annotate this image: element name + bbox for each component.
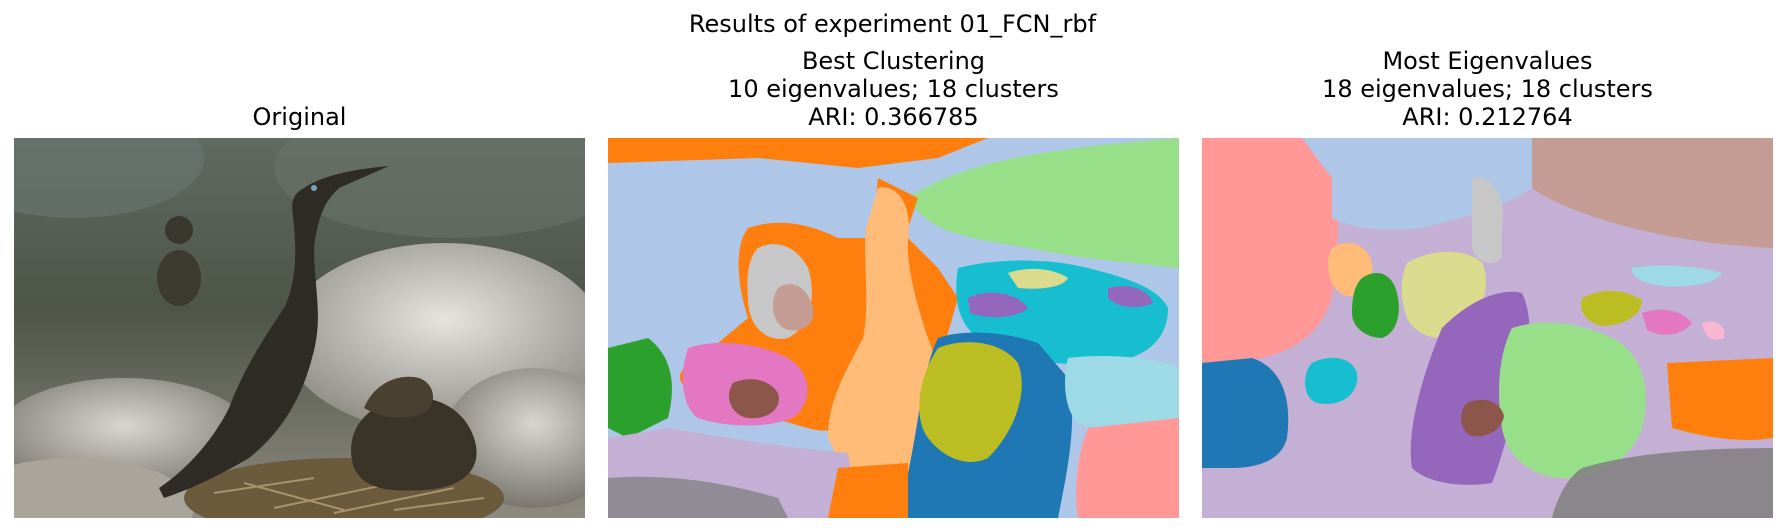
original-photo-svg	[14, 138, 585, 518]
segment-purple	[968, 292, 1028, 318]
background-bird	[157, 250, 201, 306]
crouching-cormorant	[351, 397, 477, 491]
segment-pink	[1642, 309, 1692, 335]
segment-green	[608, 338, 672, 438]
rock	[444, 368, 585, 508]
panel-title-line: 10 eigenvalues; 18 clusters	[728, 75, 1059, 103]
segment-olive	[1581, 290, 1642, 326]
segment-purple	[1410, 291, 1530, 485]
segment-brown	[728, 379, 779, 419]
segment-orange	[1667, 358, 1773, 440]
segment-light-green	[1499, 322, 1646, 478]
segment-light-red	[1076, 418, 1179, 518]
best-clustering-svg	[608, 138, 1179, 518]
panel-title-line: Best Clustering	[801, 47, 986, 75]
segment-light-pink	[1702, 321, 1725, 340]
segment-brown	[1460, 399, 1504, 437]
main-cormorant	[159, 166, 389, 498]
segment-light-red	[1202, 138, 1338, 363]
panel-title-line: Original	[252, 103, 347, 131]
segment-blue	[1202, 358, 1289, 468]
most-eigenvalues-svg	[1202, 138, 1773, 518]
panel-title-line: ARI: 0.366785	[808, 103, 979, 131]
segment-orange	[608, 138, 988, 168]
segment-khaki	[1008, 268, 1068, 289]
segment-light-cyan	[1065, 356, 1179, 434]
best-clustering-image	[608, 138, 1179, 518]
panel-title-line: 18 eigenvalues; 18 clusters	[1322, 75, 1653, 103]
segment-gray	[1552, 448, 1773, 518]
segment-green	[1352, 273, 1399, 338]
panel-title-most-eigenvalues: Most Eigenvalues 18 eigenvalues; 18 clus…	[1202, 47, 1773, 131]
segment-cyan	[1305, 357, 1358, 404]
panel-title-best-clustering: Best Clustering 10 eigenvalues; 18 clust…	[608, 47, 1179, 131]
original-image	[14, 138, 585, 518]
segment-light-cyan	[1632, 265, 1722, 287]
panel-title-line: ARI: 0.212764	[1402, 103, 1573, 131]
panel-title-line: Most Eigenvalues	[1382, 47, 1593, 75]
most-eigenvalues-image	[1202, 138, 1773, 518]
segment-gray	[608, 476, 788, 518]
figure-suptitle: Results of experiment 01_FCN_rbf	[688, 10, 1097, 38]
segment-olive	[919, 342, 1022, 462]
segment-light-green	[908, 138, 1179, 268]
segment-light-gray	[1472, 177, 1503, 264]
panel-title-original: Original	[14, 103, 585, 131]
segment-rosy-brown	[1532, 138, 1773, 248]
segment-rosy-brown	[772, 284, 814, 331]
